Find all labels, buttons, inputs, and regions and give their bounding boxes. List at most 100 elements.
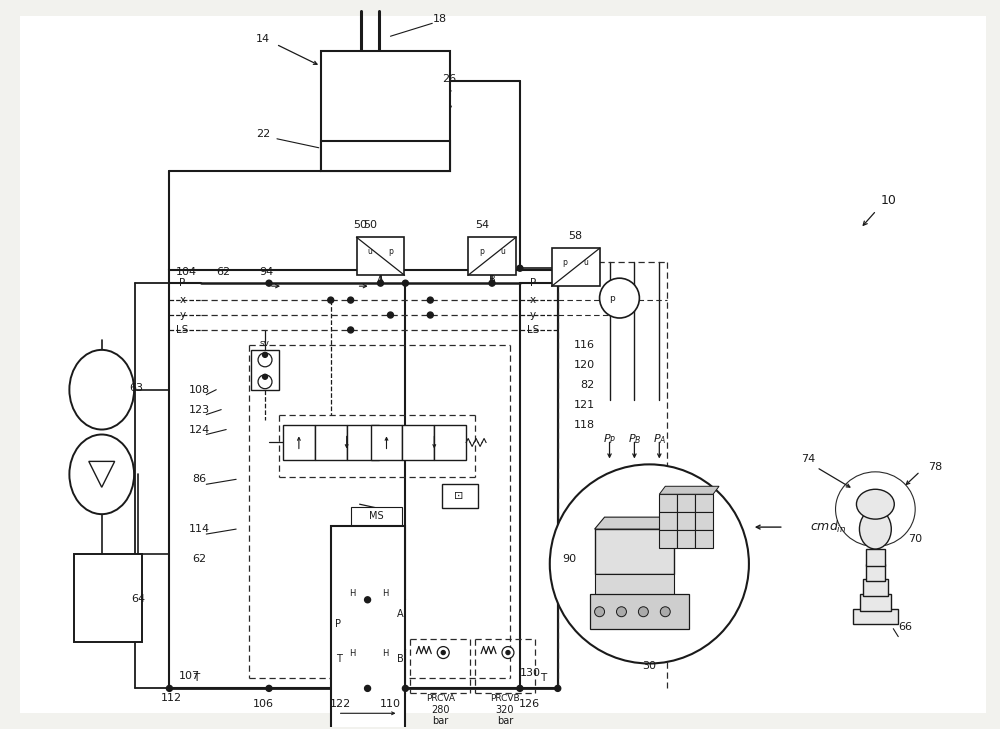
Text: 126: 126 — [519, 699, 540, 709]
Text: P: P — [179, 278, 186, 288]
Text: 94: 94 — [259, 268, 273, 277]
Bar — [434, 424, 466, 461]
Text: 66: 66 — [898, 622, 912, 631]
Text: 62: 62 — [192, 554, 206, 564]
Bar — [860, 594, 891, 611]
Bar — [659, 494, 677, 512]
Bar — [315, 424, 347, 461]
Text: y: y — [530, 310, 536, 320]
Bar — [552, 249, 600, 286]
Text: 26: 26 — [442, 74, 456, 84]
Text: $cmd_{in}$: $cmd_{in}$ — [810, 519, 847, 535]
Text: 18: 18 — [433, 15, 447, 24]
Bar — [321, 141, 450, 171]
Text: 64: 64 — [132, 594, 146, 604]
Bar — [251, 350, 279, 390]
Ellipse shape — [856, 489, 894, 519]
Bar — [442, 484, 478, 508]
Circle shape — [378, 280, 384, 286]
Text: 280: 280 — [431, 705, 450, 715]
Text: A: A — [377, 275, 384, 285]
Text: x: x — [530, 295, 536, 305]
Bar — [695, 530, 713, 548]
Bar — [595, 529, 674, 574]
Text: P: P — [530, 278, 536, 288]
Text: p: p — [609, 294, 614, 303]
Bar — [331, 526, 405, 729]
Text: 14: 14 — [256, 34, 270, 44]
Bar — [351, 507, 402, 525]
Text: 122: 122 — [330, 699, 351, 709]
Text: bar: bar — [497, 717, 513, 726]
Circle shape — [402, 280, 408, 286]
Text: $P_P$: $P_P$ — [603, 432, 616, 446]
Circle shape — [348, 327, 354, 333]
Text: B: B — [489, 275, 495, 285]
Circle shape — [595, 607, 605, 617]
Ellipse shape — [69, 434, 134, 514]
Bar — [468, 238, 516, 276]
Text: LS: LS — [527, 325, 539, 335]
Text: 63: 63 — [130, 383, 144, 393]
Circle shape — [266, 280, 272, 286]
Text: MS: MS — [369, 511, 384, 521]
Text: p: p — [389, 247, 393, 256]
Circle shape — [555, 685, 561, 691]
Text: 116: 116 — [574, 340, 595, 350]
Bar — [866, 564, 885, 581]
Text: 320: 320 — [496, 705, 514, 715]
Text: 120: 120 — [573, 360, 595, 370]
Text: 22: 22 — [256, 129, 270, 139]
Circle shape — [517, 265, 523, 271]
Circle shape — [506, 650, 510, 655]
Text: 121: 121 — [573, 399, 595, 410]
Text: 107: 107 — [179, 671, 200, 682]
Text: 90: 90 — [563, 554, 577, 564]
Bar — [866, 549, 885, 566]
Text: 30: 30 — [642, 661, 656, 671]
Text: $P_A$: $P_A$ — [653, 432, 666, 446]
Bar — [169, 270, 558, 688]
Text: u: u — [584, 258, 589, 268]
Bar — [677, 512, 695, 530]
Text: bar: bar — [432, 717, 448, 726]
Circle shape — [437, 647, 449, 658]
Circle shape — [263, 374, 268, 379]
Circle shape — [489, 280, 495, 286]
Text: 118: 118 — [573, 420, 595, 429]
Polygon shape — [659, 486, 719, 494]
Bar — [677, 494, 695, 512]
Text: A: A — [397, 609, 404, 619]
Bar — [321, 51, 450, 171]
Circle shape — [348, 297, 354, 303]
Text: u: u — [500, 247, 505, 256]
Text: 130: 130 — [519, 668, 540, 679]
Text: 82: 82 — [580, 380, 595, 390]
Bar — [74, 554, 142, 642]
Text: PRCVA: PRCVA — [426, 694, 455, 703]
Text: T: T — [336, 653, 342, 663]
Text: H: H — [349, 649, 356, 658]
Text: PRCVB: PRCVB — [490, 694, 520, 703]
Bar — [695, 512, 713, 530]
Bar — [677, 530, 695, 548]
Text: 86: 86 — [192, 475, 206, 484]
Text: 62: 62 — [216, 268, 230, 277]
Circle shape — [502, 647, 514, 658]
Text: 108: 108 — [189, 385, 210, 394]
Text: u: u — [368, 247, 372, 256]
Bar — [357, 238, 404, 276]
Text: T: T — [193, 674, 199, 684]
Text: 50: 50 — [364, 220, 378, 230]
Text: 50: 50 — [354, 220, 368, 230]
Text: 74: 74 — [802, 454, 816, 464]
Circle shape — [517, 685, 523, 691]
Circle shape — [166, 685, 172, 691]
Text: H: H — [382, 589, 389, 599]
Circle shape — [258, 375, 272, 389]
Bar — [283, 424, 315, 461]
Bar — [695, 494, 713, 512]
Bar — [863, 579, 888, 596]
Text: 58: 58 — [569, 231, 583, 241]
Circle shape — [328, 297, 334, 303]
